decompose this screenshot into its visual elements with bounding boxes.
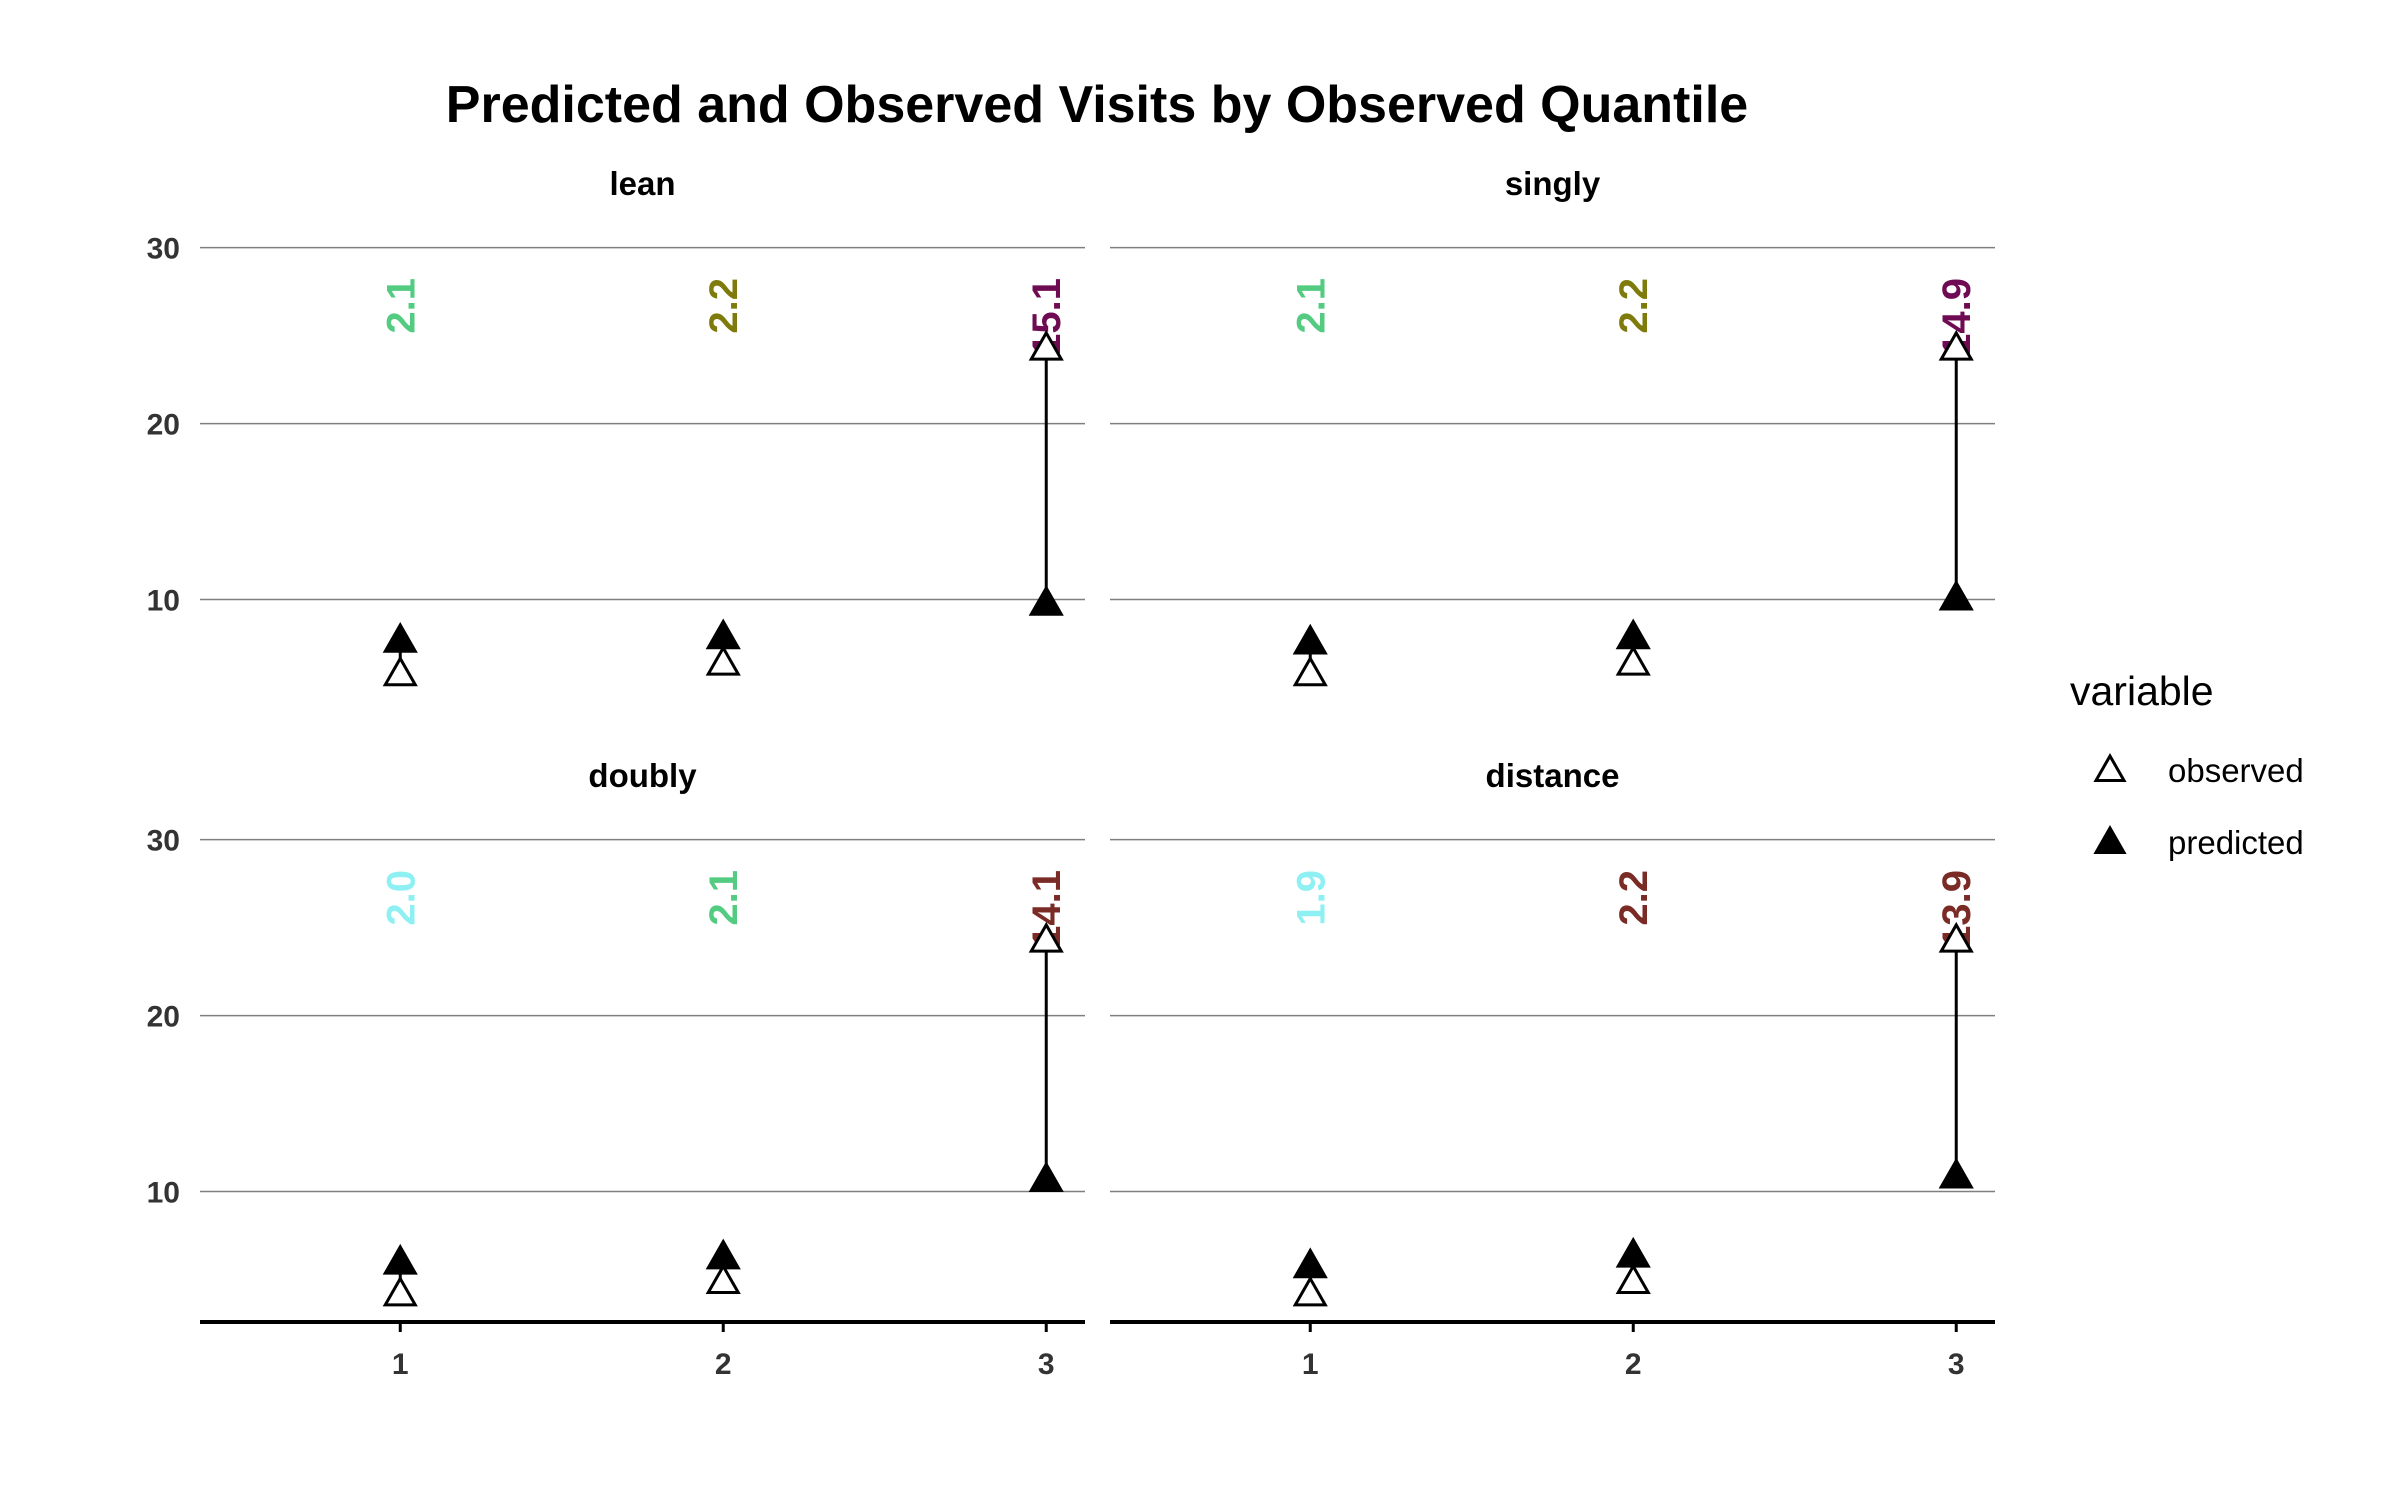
predicted-point: [1938, 1157, 1974, 1189]
predicted-point: [1615, 618, 1651, 650]
observed-point: [1028, 921, 1064, 953]
x-tick-label: 3: [1948, 1348, 1965, 1381]
y-tick-label: 20: [147, 409, 180, 442]
data-label: 2.2: [702, 278, 746, 334]
observed-point: [1938, 921, 1974, 953]
x-tick-label: 2: [715, 1348, 732, 1381]
y-tick-label: 10: [147, 585, 180, 618]
data-label: 2.1: [379, 278, 423, 334]
predicted-point: [705, 618, 741, 650]
data-label: 2.0: [379, 870, 423, 926]
data-label: 1.9: [1289, 870, 1333, 926]
legend-label: observed: [2168, 752, 2304, 789]
observed-point: [1615, 644, 1651, 676]
x-tick-label: 1: [392, 1348, 409, 1381]
observed-point: [705, 1263, 741, 1295]
legend-key-observed: [2093, 752, 2127, 782]
strip-label: distance: [1486, 757, 1620, 794]
legend-label: predicted: [2168, 824, 2304, 861]
observed-point: [1615, 1263, 1651, 1295]
predicted-point: [1938, 579, 1974, 611]
x-tick-label: 2: [1625, 1348, 1642, 1381]
data-label: 2.1: [702, 870, 746, 926]
legend-title: variable: [2070, 668, 2214, 714]
y-tick-label: 30: [147, 825, 180, 858]
data-label: 2.2: [1612, 870, 1656, 926]
x-tick-label: 3: [1038, 1348, 1055, 1381]
predicted-point: [1028, 585, 1064, 616]
observed-point: [382, 1275, 418, 1307]
predicted-point: [382, 621, 418, 653]
y-tick-label: 30: [147, 233, 180, 266]
predicted-point: [1292, 1247, 1328, 1279]
observed-point: [1292, 655, 1328, 687]
y-tick-label: 10: [147, 1177, 180, 1210]
x-tick-label: 1: [1302, 1348, 1319, 1381]
predicted-point: [382, 1243, 418, 1275]
predicted-point: [705, 1238, 741, 1270]
strip-label: singly: [1505, 165, 1601, 202]
data-label: 2.1: [1289, 278, 1333, 334]
y-tick-label: 20: [147, 1001, 180, 1034]
data-labels: 2.1 2.2 15.1: [379, 278, 1069, 356]
data-labels: 2.0 2.1 14.1: [379, 870, 1069, 948]
data-labels: 2.1 2.2 14.9: [1289, 278, 1979, 356]
strip-label: doubly: [588, 757, 697, 794]
observed-point: [1028, 329, 1064, 361]
predicted-point: [1292, 623, 1328, 655]
observed-point: [705, 644, 741, 676]
predicted-point: [1615, 1236, 1651, 1268]
predicted-point: [1028, 1161, 1064, 1192]
chart-title: Predicted and Observed Visits by Observe…: [446, 76, 1748, 134]
observed-point: [382, 655, 418, 687]
strip-label: lean: [609, 165, 675, 202]
legend: variable observed predicted: [2070, 668, 2304, 861]
observed-point: [1938, 329, 1974, 361]
data-labels: 1.9 2.2 13.9: [1289, 870, 1979, 948]
observed-point: [1292, 1275, 1328, 1307]
legend-key-predicted: [2093, 824, 2127, 854]
data-label: 2.2: [1612, 278, 1656, 334]
